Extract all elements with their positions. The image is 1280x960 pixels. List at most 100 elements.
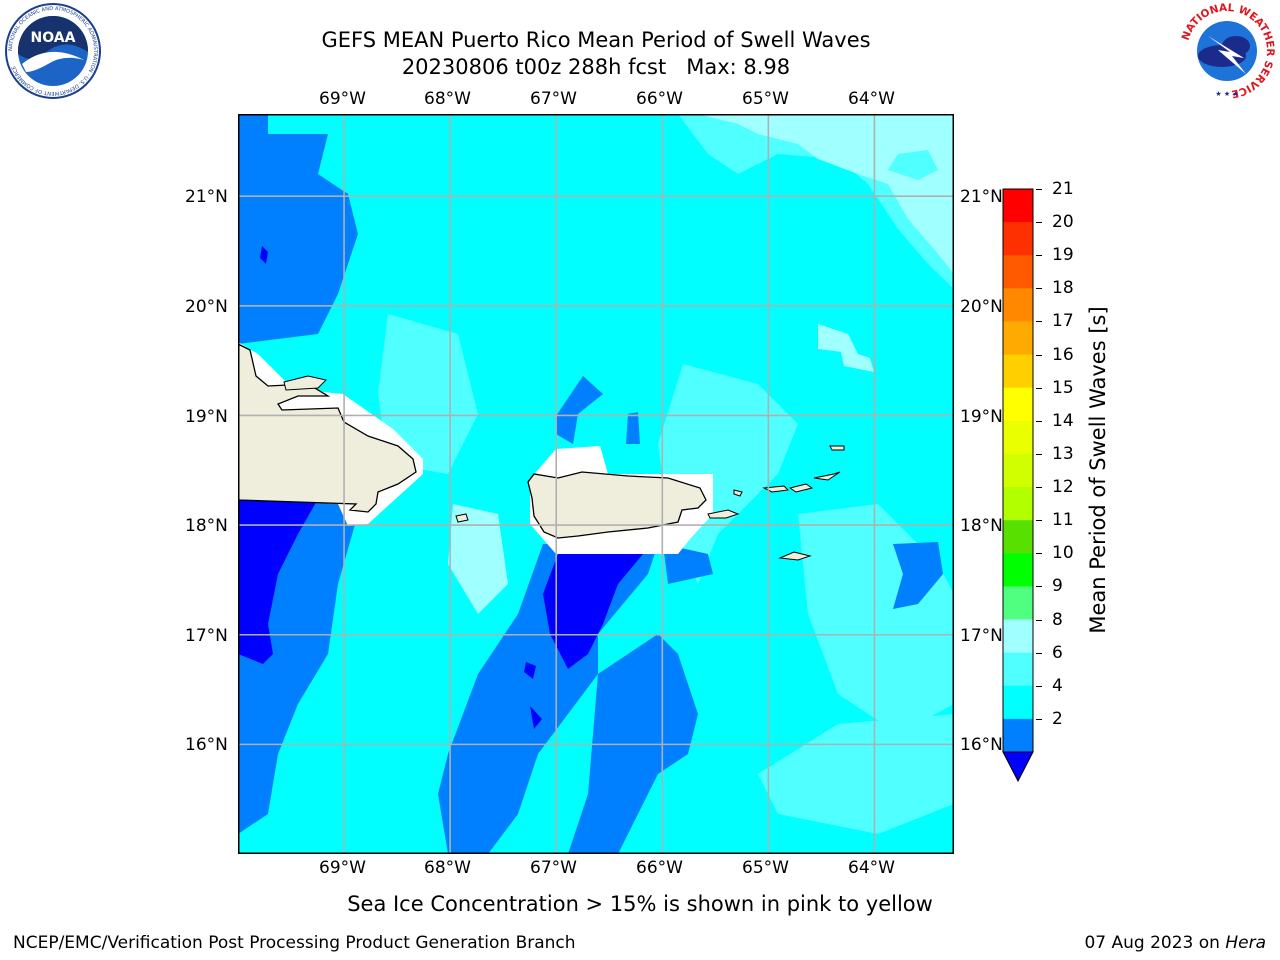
colorbar-band	[1003, 222, 1033, 256]
lat-label-right: 18°N	[960, 516, 1003, 536]
tortola-island	[813, 471, 841, 481]
lon-label-bottom: 67°W	[530, 858, 577, 878]
footer-machine: Hera	[1225, 933, 1266, 953]
colorbar-band	[1003, 619, 1033, 654]
lon-label-top: 65°W	[742, 89, 789, 109]
colorbar-tick-label: 8	[1052, 609, 1063, 630]
colorbar-tick-mark	[1036, 652, 1042, 654]
vieques-island	[707, 509, 740, 519]
swell-region-pale	[698, 114, 954, 274]
colorbar-tick-mark	[1036, 553, 1042, 555]
lon-label-bottom: 68°W	[424, 858, 471, 878]
map-panel	[238, 114, 954, 854]
colorbar-tick-mark	[1036, 288, 1042, 290]
lat-label-left: 20°N	[185, 297, 228, 317]
colorbar-tick-label: 2	[1052, 708, 1063, 729]
culebra-island	[733, 489, 743, 497]
colorbar-frame	[1002, 188, 1034, 753]
colorbar-tick-mark	[1036, 520, 1042, 522]
lon-label-bottom: 66°W	[636, 858, 683, 878]
colorbar-tick-label: 19	[1052, 245, 1074, 266]
colorbar-tick-mark	[1036, 189, 1042, 190]
lon-label-bottom: 64°W	[848, 858, 895, 878]
swell-region-under	[238, 499, 318, 664]
swell-patch-under	[524, 662, 536, 679]
swell-region-dark	[238, 114, 358, 344]
lat-label-left: 16°N	[185, 735, 228, 755]
colorbar-tick-mark	[1036, 487, 1042, 489]
lon-label-bottom: 65°W	[742, 858, 789, 878]
lon-label-top: 64°W	[848, 89, 895, 109]
lat-label-left: 17°N	[185, 626, 228, 646]
colorbar-tick-label: 21	[1052, 179, 1074, 199]
colorbar-tick-label: 14	[1052, 410, 1074, 431]
lat-label-left: 18°N	[185, 516, 228, 536]
swell-patch-pale	[448, 504, 508, 614]
anegada-island	[829, 445, 845, 451]
sea-ice-caption: Sea Ice Concentration > 15% is shown in …	[347, 892, 933, 916]
noaa-logo-text: NOAA	[31, 30, 76, 46]
colorbar-tick-label: 4	[1052, 675, 1063, 696]
colorbar-tick-mark	[1036, 453, 1042, 455]
colorbar-tick-mark	[1036, 420, 1042, 422]
lon-label-top: 68°W	[424, 89, 471, 109]
st-thomas-island	[762, 485, 790, 493]
colorbar-band	[1003, 685, 1033, 720]
colorbar-band	[1003, 553, 1033, 587]
swell-patch-dark	[556, 376, 603, 444]
footer-date-text: 07 Aug 2023 on	[1084, 933, 1226, 953]
colorbar-tick-label: 16	[1052, 344, 1074, 365]
colorbar-band	[1003, 255, 1033, 289]
swell-patch-pale	[840, 348, 874, 372]
lat-label-right: 19°N	[960, 407, 1003, 427]
lat-label-left: 21°N	[185, 187, 228, 207]
colorbar-tick-mark	[1036, 354, 1042, 356]
noaa-logo: NOAA NATIONAL OCEANIC AND ATMOSPHERIC AD…	[5, 3, 101, 99]
lon-label-top: 69°W	[319, 89, 366, 109]
colorbar-tick-mark	[1036, 586, 1042, 588]
chart-subtitle: 20230806 t00z 288h fcst Max: 8.98	[401, 55, 791, 79]
colorbar-tick-label: 6	[1052, 642, 1063, 663]
swell-patch-dark	[893, 542, 943, 609]
footer-branch: NCEP/EMC/Verification Post Processing Pr…	[13, 933, 576, 953]
lat-label-left: 19°N	[185, 407, 228, 427]
colorbar-band	[1003, 321, 1033, 355]
swell-region-light	[378, 314, 478, 474]
swell-patch-under	[530, 706, 542, 729]
colorbar-tick-mark	[1036, 685, 1042, 687]
colorbar-under-arrow	[1002, 751, 1034, 783]
colorbar-tick-mark	[1036, 387, 1042, 389]
tortuga-island	[283, 375, 327, 391]
colorbar-tick-label: 20	[1052, 212, 1074, 233]
colorbar-band	[1003, 387, 1033, 422]
lon-label-bottom: 69°W	[319, 858, 366, 878]
colorbar-tick-label: 12	[1052, 477, 1074, 498]
colorbar-tick-mark	[1036, 321, 1042, 323]
colorbar-tick-label: 18	[1052, 278, 1074, 299]
colorbar-label: Mean Period of Swell Waves [s]	[1086, 306, 1110, 634]
graticule	[238, 114, 954, 854]
colorbar-tick-label: 10	[1052, 543, 1074, 564]
colorbar-band	[1003, 718, 1033, 753]
swell-region-under	[543, 554, 643, 669]
lat-label-right: 21°N	[960, 187, 1003, 207]
colorbar-band	[1003, 586, 1033, 620]
colorbar-tick-label: 11	[1052, 510, 1074, 531]
colorbar-tick-label: 17	[1052, 311, 1074, 332]
swell-patch-under	[260, 246, 268, 264]
lat-label-right: 16°N	[960, 735, 1003, 755]
colorbar-band	[1003, 453, 1033, 488]
colorbar-band	[1003, 288, 1033, 322]
lon-label-top: 67°W	[530, 89, 577, 109]
lon-label-top: 66°W	[636, 89, 683, 109]
colorbar-band	[1003, 189, 1033, 223]
footer-date: 07 Aug 2023 on Hera	[1084, 933, 1266, 953]
lat-label-right: 20°N	[960, 297, 1003, 317]
st-croix-island	[778, 551, 812, 561]
swell-patch-light	[888, 150, 938, 180]
swell-patch-dark	[626, 412, 640, 444]
colorbar-band	[1003, 520, 1033, 554]
svg-text:★ ★ ★: ★ ★ ★	[1215, 90, 1238, 98]
st-john-island	[788, 483, 814, 493]
colorbar-tick-mark	[1036, 619, 1042, 621]
